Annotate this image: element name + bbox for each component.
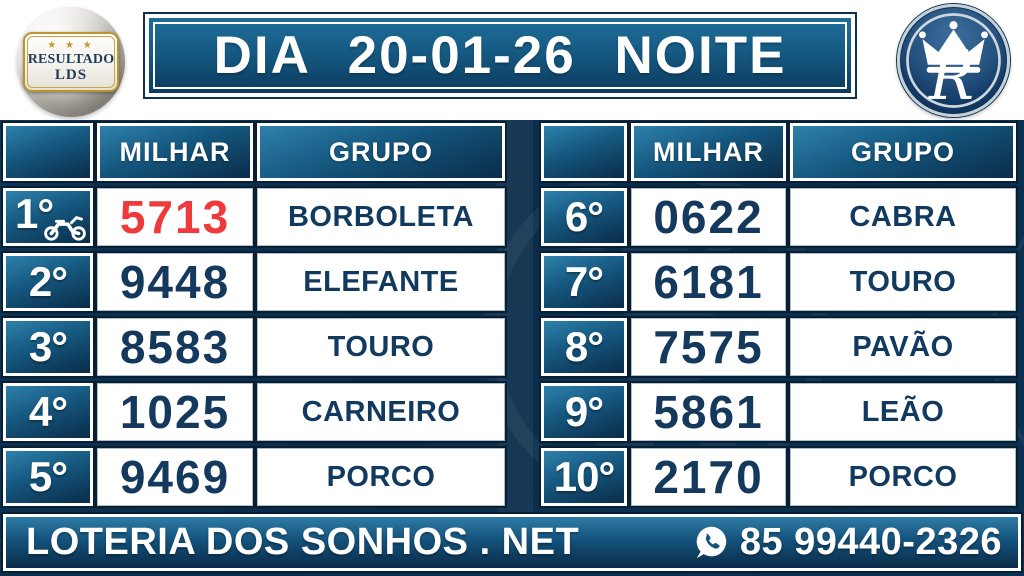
resultado-lds-plaque: ★ ★ ★ RESULTADO LDS [23,32,119,92]
grupo-cell-6: CABRA [790,188,1016,246]
grupo-cell-7: TOURO [790,253,1016,311]
milhar-cell-9: 5861 [631,383,786,441]
grupo-cell-10: PORCO [790,448,1016,506]
column-header-milhar: MILHAR [631,123,786,181]
milhar-cell-2: 9448 [97,253,253,311]
position-label: 2° [28,258,68,305]
top-strip: ★ ★ ★ RESULTADO LDS DIA 20-01-26 NOITE R… [0,0,1024,120]
position-label: 4° [28,388,68,435]
header-corner-cell [3,123,93,181]
site-name: LOTERIA DOS SONHOS . NET [26,521,580,563]
position-cell-2: 2° [3,253,93,311]
grupo-cell-8: PAVÃO [790,318,1016,376]
grupo-value: PAVÃO [852,330,954,363]
grupo-value: TOURO [849,265,957,298]
milhar-cell-10: 2170 [631,448,786,506]
grupo-cell-1: BORBOLETA [257,188,505,246]
draw-title-banner: DIA 20-01-26 NOITE [145,14,855,97]
position-cell-8: 8° [541,318,627,376]
milhar-value: 5713 [119,191,231,243]
position-cell-9: 9° [541,383,627,441]
results-table-right: MILHAR GRUPO 6° 0622 CABRA 7° 6181 TOURO… [541,123,1016,506]
position-cell-6: 6° [541,188,627,246]
grupo-value: CARNEIRO [301,395,461,428]
badge-line1: RESULTADO [27,52,115,67]
milhar-value: 2170 [653,451,764,503]
grupo-cell-4: CARNEIRO [257,383,505,441]
column-header-grupo: GRUPO [257,123,505,181]
milhar-header-label: MILHAR [119,136,231,167]
rei-letter: R [928,44,974,114]
milhar-cell-5: 9469 [97,448,253,506]
position-label: 5° [28,453,68,500]
milhar-header-label: MILHAR [653,136,764,167]
rei-logo-badge: Rei R [897,4,1010,117]
position-cell-4: 4° [3,383,93,441]
position-label: 9° [564,388,604,435]
position-cell-7: 7° [541,253,627,311]
milhar-cell-6: 0622 [631,188,786,246]
grupo-cell-3: TOURO [257,318,505,376]
position-cell-10: 10° [541,448,627,506]
milhar-cell-8: 7575 [631,318,786,376]
stars-icon: ★ ★ ★ [47,40,95,51]
results-board: R MILHAR GRUPO 1° 5713 BORBOLETA 2° [0,120,1024,576]
milhar-value: 8583 [119,321,231,373]
motorcycle-icon [44,216,86,241]
milhar-cell-3: 8583 [97,318,253,376]
milhar-value: 5861 [653,386,764,438]
crown-icon: Rei R [906,13,1001,114]
position-cell-3: 3° [3,318,93,376]
milhar-value: 9469 [119,451,231,503]
grupo-cell-2: ELEFANTE [257,253,505,311]
header-corner-cell [541,123,627,181]
position-label: 7° [564,258,604,305]
grupo-value: PORCO [326,460,436,493]
grupo-value: TOURO [327,330,435,363]
milhar-value: 9448 [119,256,231,308]
grupo-header-label: GRUPO [328,136,433,167]
position-label: 10° [553,453,616,500]
position-cell-1: 1° [3,188,93,246]
milhar-value: 0622 [653,191,764,243]
grupo-cell-5: PORCO [257,448,505,506]
resultado-lds-badge: ★ ★ ★ RESULTADO LDS [17,7,125,117]
grupo-value: PORCO [848,460,958,493]
position-label: 3° [28,323,68,370]
grupo-value: ELEFANTE [303,265,459,298]
grupo-header-label: GRUPO [850,136,955,167]
rei-script-label: Rei [958,47,982,63]
milhar-cell-7: 6181 [631,253,786,311]
grupo-value: BORBOLETA [287,200,474,233]
milhar-cell-1: 5713 [97,188,253,246]
position-label: 8° [564,323,604,370]
badge-line2: LDS [54,67,88,83]
contact-block: 85 99440-2326 [693,521,1002,564]
grupo-value: CABRA [849,200,957,233]
column-header-grupo: GRUPO [790,123,1016,181]
milhar-value: 7575 [653,321,764,373]
grupo-value: LEÃO [861,395,945,428]
results-table-left: MILHAR GRUPO 1° 5713 BORBOLETA 2° 9448 E… [3,123,505,506]
grupo-cell-9: LEÃO [790,383,1016,441]
phone-number: 85 99440-2326 [739,521,1002,563]
milhar-cell-4: 1025 [97,383,253,441]
milhar-value: 6181 [653,256,764,308]
position-label: 6° [564,193,604,240]
column-header-milhar: MILHAR [97,123,253,181]
page-title: DIA 20-01-26 NOITE [213,26,787,85]
position-cell-5: 5° [3,448,93,506]
footer-bar: LOTERIA DOS SONHOS . NET 85 99440-2326 [3,514,1021,571]
draw-title-frame: DIA 20-01-26 NOITE [153,22,847,89]
milhar-value: 1025 [119,386,231,438]
whatsapp-icon [696,526,727,559]
